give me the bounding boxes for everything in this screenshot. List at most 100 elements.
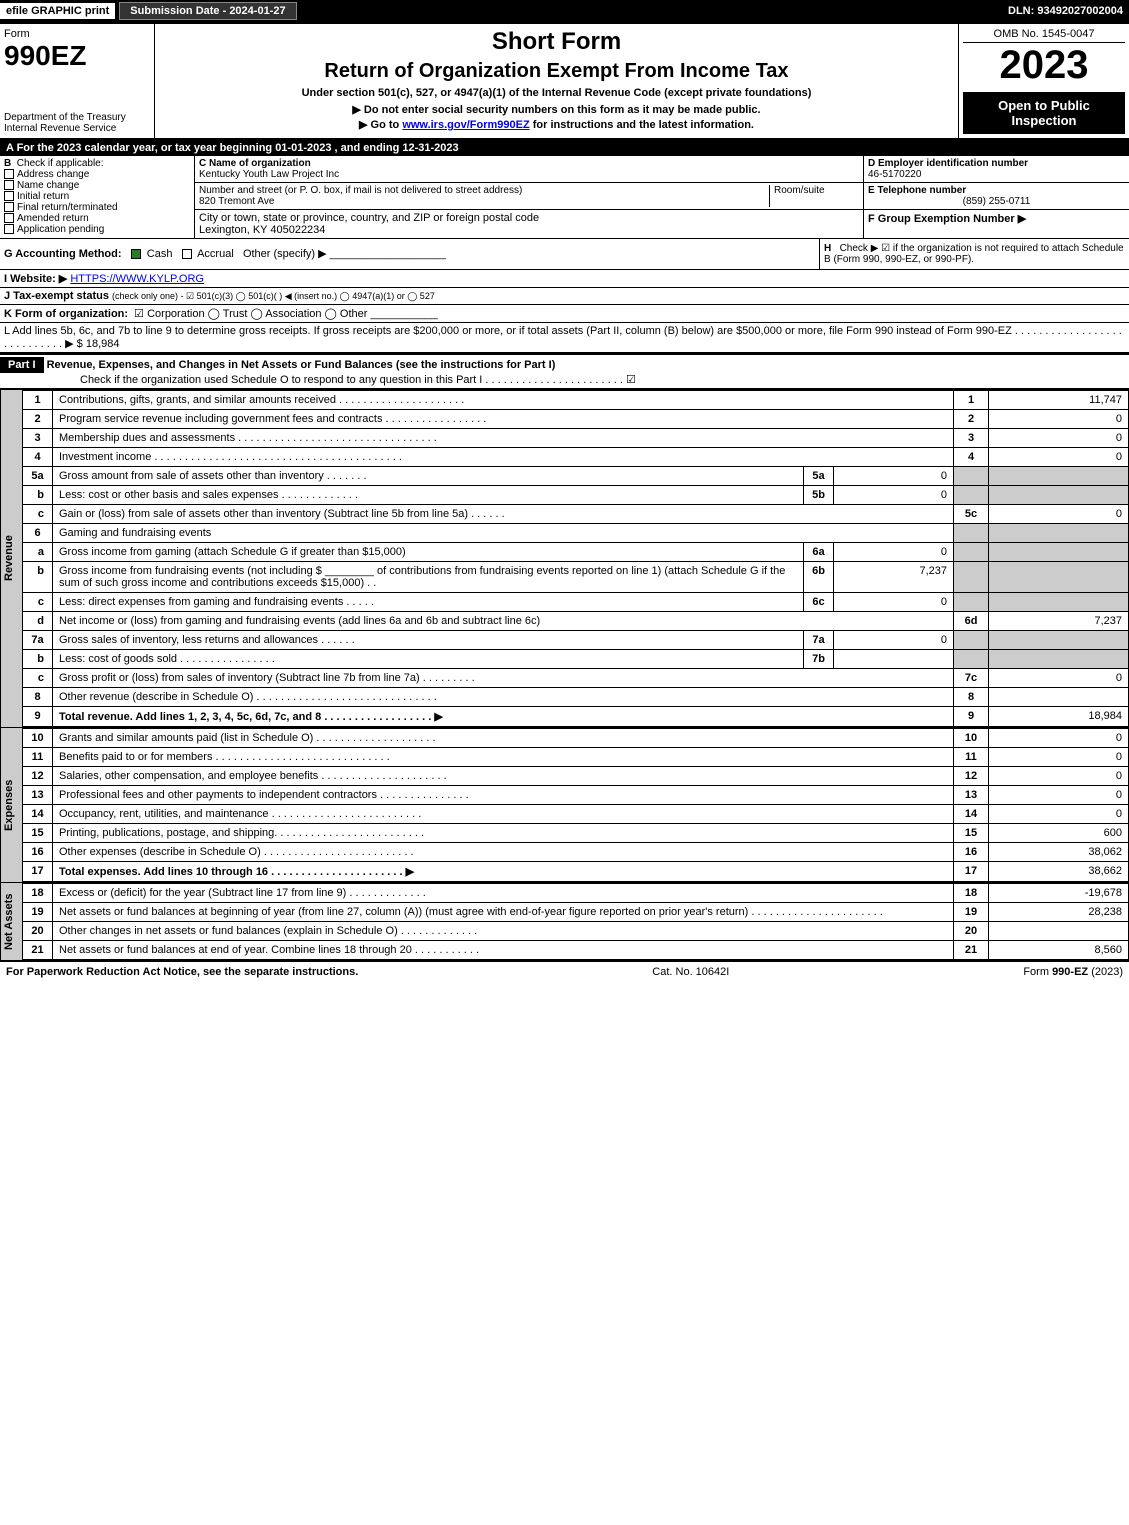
footer-mid: Cat. No. 10642I	[652, 966, 729, 978]
section-j: J Tax-exempt status (check only one) - ☑…	[0, 288, 1129, 305]
irs-link[interactable]: www.irs.gov/Form990EZ	[402, 119, 529, 131]
line-13: 13Professional fees and other payments t…	[23, 786, 1129, 805]
opt-name: Name change	[17, 180, 79, 191]
top-bar: efile GRAPHIC print Submission Date - 20…	[0, 0, 1129, 22]
checkbox-initial[interactable]	[4, 191, 14, 201]
opt-amended: Amended return	[17, 213, 89, 224]
h-label: H	[824, 243, 831, 254]
line-12: 12Salaries, other compensation, and empl…	[23, 767, 1129, 786]
netassets-vlabel: Net Assets	[0, 883, 22, 960]
footer-right: Form 990-EZ (2023)	[1023, 966, 1123, 978]
goto-note: ▶ Go to www.irs.gov/Form990EZ for instru…	[159, 118, 954, 131]
website-link[interactable]: HTTPS://WWW.KYLP.ORG	[70, 273, 204, 285]
omb-number: OMB No. 1545-0047	[963, 28, 1125, 43]
l-text: L Add lines 5b, 6c, and 7b to line 9 to …	[4, 325, 1122, 350]
check-if: Check if applicable:	[17, 158, 104, 169]
header-right: OMB No. 1545-0047 2023 Open to Public In…	[959, 24, 1129, 138]
efile-label: efile GRAPHIC print	[0, 3, 115, 19]
checkbox-accrual[interactable]	[182, 249, 192, 259]
line-20: 20Other changes in net assets or fund ba…	[23, 922, 1129, 941]
line-19: 19Net assets or fund balances at beginni…	[23, 903, 1129, 922]
section-k: K Form of organization: ☑ Corporation ◯ …	[0, 305, 1129, 323]
section-l: L Add lines 5b, 6c, and 7b to line 9 to …	[0, 323, 1129, 353]
line-18: 18Excess or (deficit) for the year (Subt…	[23, 884, 1129, 903]
department: Department of the Treasury Internal Reve…	[4, 112, 150, 134]
room-suite: Room/suite	[769, 185, 859, 207]
dln: DLN: 93492027002004	[1008, 5, 1129, 17]
line-3: 3Membership dues and assessments . . . .…	[23, 429, 1129, 448]
addr-label: Number and street (or P. O. box, if mail…	[199, 185, 522, 196]
d-label: D Employer identification number	[868, 158, 1028, 169]
line-7c: cGross profit or (loss) from sales of in…	[23, 669, 1129, 688]
line-7a: 7aGross sales of inventory, less returns…	[23, 631, 1129, 650]
line-1: 1Contributions, gifts, grants, and simil…	[23, 391, 1129, 410]
line-17: 17Total expenses. Add lines 10 through 1…	[23, 862, 1129, 882]
e-label: E Telephone number	[868, 185, 966, 196]
line-21: 21Net assets or fund balances at end of …	[23, 941, 1129, 960]
return-title: Return of Organization Exempt From Incom…	[159, 60, 954, 83]
h-text: Check ▶ ☑ if the organization is not req…	[824, 243, 1124, 265]
open-inspection: Open to Public Inspection	[963, 92, 1125, 134]
city-label: City or town, state or province, country…	[199, 212, 539, 224]
ein: 46-5170220	[868, 169, 921, 180]
line-4: 4Investment income . . . . . . . . . . .…	[23, 448, 1129, 467]
checkbox-cash[interactable]	[131, 249, 141, 259]
header-left: Form 990EZ Department of the Treasury In…	[0, 24, 155, 138]
tax-year: 2023	[963, 43, 1125, 88]
f-label: F Group Exemption Number ▶	[868, 213, 1026, 225]
part-1-title: Revenue, Expenses, and Changes in Net As…	[47, 359, 556, 371]
footer-left: For Paperwork Reduction Act Notice, see …	[6, 966, 358, 978]
c-label: C Name of organization	[199, 158, 311, 169]
l-amount: 18,984	[86, 338, 120, 350]
i-label: I Website: ▶	[4, 273, 67, 285]
phone: (859) 255-0711	[868, 196, 1125, 207]
org-city: Lexington, KY 405022234	[199, 224, 325, 236]
form-header: Form 990EZ Department of the Treasury In…	[0, 22, 1129, 140]
line-5b: bLess: cost or other basis and sales exp…	[23, 486, 1129, 505]
section-gh: G Accounting Method: Cash Accrual Other …	[0, 239, 1129, 270]
line-6c: cLess: direct expenses from gaming and f…	[23, 593, 1129, 612]
line-10: 10Grants and similar amounts paid (list …	[23, 729, 1129, 748]
b-label: B	[4, 158, 11, 169]
line-2: 2Program service revenue including gover…	[23, 410, 1129, 429]
section-def: D Employer identification number 46-5170…	[864, 156, 1129, 238]
g-accrual: Accrual	[197, 248, 234, 260]
line-11: 11Benefits paid to or for members . . . …	[23, 748, 1129, 767]
submission-date: Submission Date - 2024-01-27	[119, 2, 296, 20]
g-cash: Cash	[147, 248, 173, 260]
form-label: Form	[4, 28, 150, 40]
revenue-vlabel: Revenue	[0, 390, 22, 727]
page-footer: For Paperwork Reduction Act Notice, see …	[0, 960, 1129, 982]
org-address: 820 Tremont Ave	[199, 196, 274, 207]
opt-pending: Application pending	[17, 224, 104, 235]
g-label: G Accounting Method:	[4, 248, 122, 260]
line-5a: 5aGross amount from sale of assets other…	[23, 467, 1129, 486]
section-b: B Check if applicable: Address change Na…	[0, 156, 195, 238]
checkbox-amended[interactable]	[4, 213, 14, 223]
line-14: 14Occupancy, rent, utilities, and mainte…	[23, 805, 1129, 824]
opt-address: Address change	[17, 169, 89, 180]
checkbox-address-change[interactable]	[4, 169, 14, 179]
revenue-table: 1Contributions, gifts, grants, and simil…	[22, 390, 1129, 727]
k-label: K Form of organization:	[4, 308, 128, 320]
line-6b: bGross income from fundraising events (n…	[23, 562, 1129, 593]
line-5c: cGain or (loss) from sale of assets othe…	[23, 505, 1129, 524]
line-9: 9Total revenue. Add lines 1, 2, 3, 4, 5c…	[23, 707, 1129, 727]
line-6a: aGross income from gaming (attach Schedu…	[23, 543, 1129, 562]
line-6d: dNet income or (loss) from gaming and fu…	[23, 612, 1129, 631]
org-name: Kentucky Youth Law Project Inc	[199, 169, 339, 180]
netassets-table: 18Excess or (deficit) for the year (Subt…	[22, 883, 1129, 960]
checkbox-pending[interactable]	[4, 224, 14, 234]
line-8: 8Other revenue (describe in Schedule O) …	[23, 688, 1129, 707]
ssn-note: ▶ Do not enter social security numbers o…	[159, 103, 954, 116]
line-a: A For the 2023 calendar year, or tax yea…	[0, 140, 1129, 156]
part-1-check: Check if the organization used Schedule …	[0, 374, 636, 386]
line-15: 15Printing, publications, postage, and s…	[23, 824, 1129, 843]
checkbox-name-change[interactable]	[4, 180, 14, 190]
form-number: 990EZ	[4, 40, 150, 72]
checkbox-final[interactable]	[4, 202, 14, 212]
k-text: ☑ Corporation ◯ Trust ◯ Association ◯ Ot…	[134, 308, 367, 320]
expenses-table: 10Grants and similar amounts paid (list …	[22, 728, 1129, 882]
netassets-section: Net Assets 18Excess or (deficit) for the…	[0, 882, 1129, 960]
under-section: Under section 501(c), 527, or 4947(a)(1)…	[159, 87, 954, 99]
